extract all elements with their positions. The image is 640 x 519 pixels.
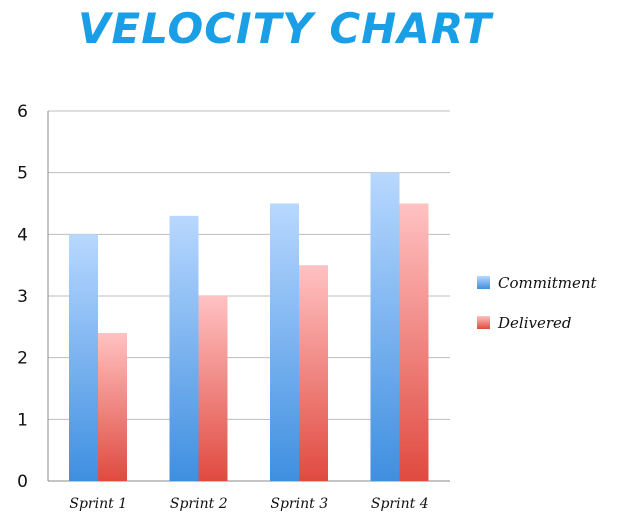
legend-swatch-delivered: [477, 316, 490, 329]
x-tick-label: Sprint 3: [270, 496, 328, 512]
x-tick-labels: Sprint 1 Sprint 2 Sprint 3 Sprint 4: [69, 496, 428, 512]
bar-delivered-3: [299, 265, 328, 481]
bar-commitment-2: [169, 215, 199, 482]
bar-commitment-1: [69, 234, 98, 481]
legend-label-commitment: Commitment: [498, 274, 598, 292]
legend-swatch-commitment: [477, 276, 490, 289]
y-tick-label: 3: [17, 287, 28, 307]
bar-delivered-4: [399, 203, 429, 481]
y-tick-label: 0: [17, 472, 28, 492]
y-tick-labels: 0 1 2 3 4 5 6: [17, 102, 28, 492]
x-tick-label: Sprint 4: [371, 496, 429, 512]
y-tick-label: 6: [17, 102, 28, 122]
x-tick-label: Sprint 1: [69, 496, 127, 512]
y-tick-label: 2: [17, 349, 28, 369]
legend: Commitment Delivered: [477, 274, 598, 332]
x-tick-label: Sprint 2: [170, 496, 228, 512]
bar-delivered-2: [198, 296, 228, 481]
y-tick-label: 5: [17, 164, 28, 184]
bars: [69, 172, 429, 482]
bar-commitment-3: [270, 203, 299, 481]
y-tick-label: 4: [17, 225, 28, 245]
bar-commitment-4: [370, 172, 400, 481]
y-tick-label: 1: [17, 410, 28, 430]
bar-delivered-1: [98, 333, 127, 481]
legend-label-delivered: Delivered: [497, 314, 572, 332]
chart-title: VELOCITY CHART: [78, 4, 492, 53]
